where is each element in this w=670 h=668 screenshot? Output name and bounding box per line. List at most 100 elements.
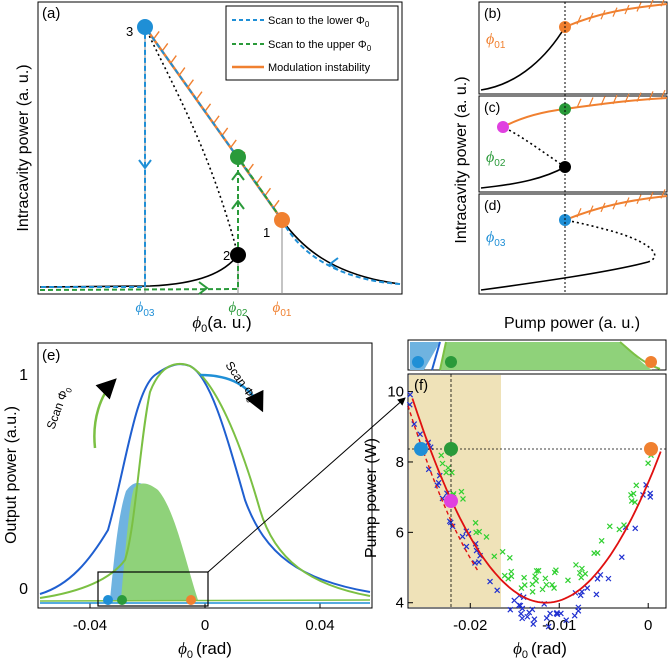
- mi-tick-small: [660, 89, 666, 100]
- f-ytick-label: 4: [396, 595, 404, 612]
- scatter-point: [526, 609, 533, 616]
- mi-tick: [161, 43, 169, 52]
- point-3-marker: [137, 19, 153, 35]
- panel-f-band: [409, 375, 501, 607]
- panel-a-mi-ticks: [152, 30, 280, 209]
- green-marker: [230, 149, 246, 165]
- scatter-point: [475, 559, 482, 566]
- mi-tick-small: [624, 93, 630, 104]
- scatter-point: [518, 585, 525, 591]
- e-blue-marker: [103, 595, 113, 605]
- scatter-point: [425, 466, 432, 473]
- scatter-point: [573, 561, 579, 568]
- panel-e-blue-curve: [39, 363, 371, 595]
- f-blue-marker: [414, 442, 428, 456]
- e-orange-marker: [186, 595, 196, 605]
- panel-c-mi: [502, 97, 668, 128]
- scatter-point: [565, 577, 571, 584]
- tick-phi03: ϕ03: [136, 300, 155, 319]
- panel-c-lower: [480, 166, 566, 189]
- panel-c-label: (c): [484, 99, 500, 115]
- scatter-point: [494, 587, 501, 594]
- bcd-xlabel: Pump power (a. u.): [504, 315, 640, 332]
- scatter-point: [443, 469, 450, 476]
- scatter-point: [460, 495, 466, 502]
- arrow-up-green-2: [231, 170, 245, 181]
- panel-d-phi: ϕ03: [486, 229, 506, 249]
- e-ytick-0: 0: [19, 581, 28, 598]
- scatter-point: [521, 574, 528, 581]
- mi-tick-small: [612, 7, 618, 17]
- scatter-point: [545, 623, 552, 630]
- scatter-point: [535, 567, 542, 574]
- mi-tick-small: [636, 92, 642, 102]
- scatter-point: [533, 567, 540, 574]
- mi-tick-small: [660, 0, 665, 7]
- panel-a-label: (a): [42, 5, 60, 22]
- scatter-point: [628, 498, 635, 504]
- scatter-point: [519, 615, 526, 622]
- panel-e-green-fill: [121, 483, 198, 600]
- scatter-point: [438, 452, 445, 459]
- scatter-point: [547, 610, 554, 617]
- scatter-point: [594, 575, 601, 582]
- scatter-point: [571, 612, 578, 619]
- mi-tick-small: [588, 12, 594, 23]
- panel-a-frame: [37, 1, 403, 295]
- mi-tick-small: [648, 91, 654, 101]
- zoom-box[interactable]: [97, 571, 209, 607]
- scatter-point: [631, 499, 638, 506]
- scatter-point: [618, 554, 625, 561]
- mi-tick-small: [660, 189, 666, 199]
- inset-orange-marker: [645, 356, 657, 368]
- mi-tick-small: [588, 205, 594, 215]
- scatter-point: [435, 479, 442, 486]
- e-ytick-1: 1: [19, 367, 28, 384]
- scatter-point: [645, 460, 652, 467]
- mi-tick: [187, 79, 194, 88]
- scatter-point: [458, 488, 465, 495]
- scan-down-label: Scan Φ0: [221, 359, 260, 405]
- scatter-point: [472, 519, 479, 526]
- mi-tick: [195, 91, 203, 100]
- f-green-marker: [444, 442, 458, 456]
- mi-tick-small: [600, 202, 606, 213]
- scatter-point: [593, 591, 600, 598]
- mi-tick-small: [576, 98, 582, 109]
- mi-tick: [264, 187, 272, 197]
- scatter-point: [448, 469, 455, 476]
- inset-green-marker: [445, 356, 457, 368]
- mi-tick-small: [600, 9, 606, 20]
- scatter-point: [616, 526, 623, 533]
- panel-f-label: (f): [414, 377, 428, 394]
- scatter-point: [491, 553, 498, 560]
- scatter-point: [605, 575, 612, 582]
- scatter-point: [532, 573, 539, 580]
- scatter-point: [582, 570, 589, 577]
- scan-up-arrow: [93, 378, 117, 449]
- scatter-point: [549, 581, 556, 588]
- panel-b-phi: ϕ01: [486, 31, 506, 51]
- panel-e-baseline-green: [39, 599, 371, 602]
- scatter-point: [530, 621, 537, 627]
- bcd-ylabel: Intracavity power (a. u.): [453, 76, 470, 243]
- panel-c-frame: [478, 95, 668, 193]
- scatter-point: [597, 571, 604, 578]
- legend-mi: Modulation instability: [268, 62, 371, 74]
- scatter-point: [579, 565, 585, 572]
- scatter-point: [533, 578, 540, 584]
- panel-e-label: (e): [42, 347, 60, 364]
- mi-tick: [272, 199, 280, 209]
- f-xtick-label: -0.02: [453, 617, 487, 634]
- panel-c-phi: ϕ02: [486, 149, 506, 169]
- f-ytick-label: 6: [396, 524, 404, 541]
- f-xtick-label: 0: [644, 617, 652, 634]
- mi-tick: [152, 30, 160, 40]
- scatter-point: [630, 490, 637, 497]
- f-magenta-marker: [444, 494, 458, 508]
- scatter-point: [459, 533, 466, 540]
- panel-a-lower-branch: [39, 254, 239, 288]
- scatter-point: [519, 605, 526, 612]
- bcd-mi-ticks: [576, 0, 666, 218]
